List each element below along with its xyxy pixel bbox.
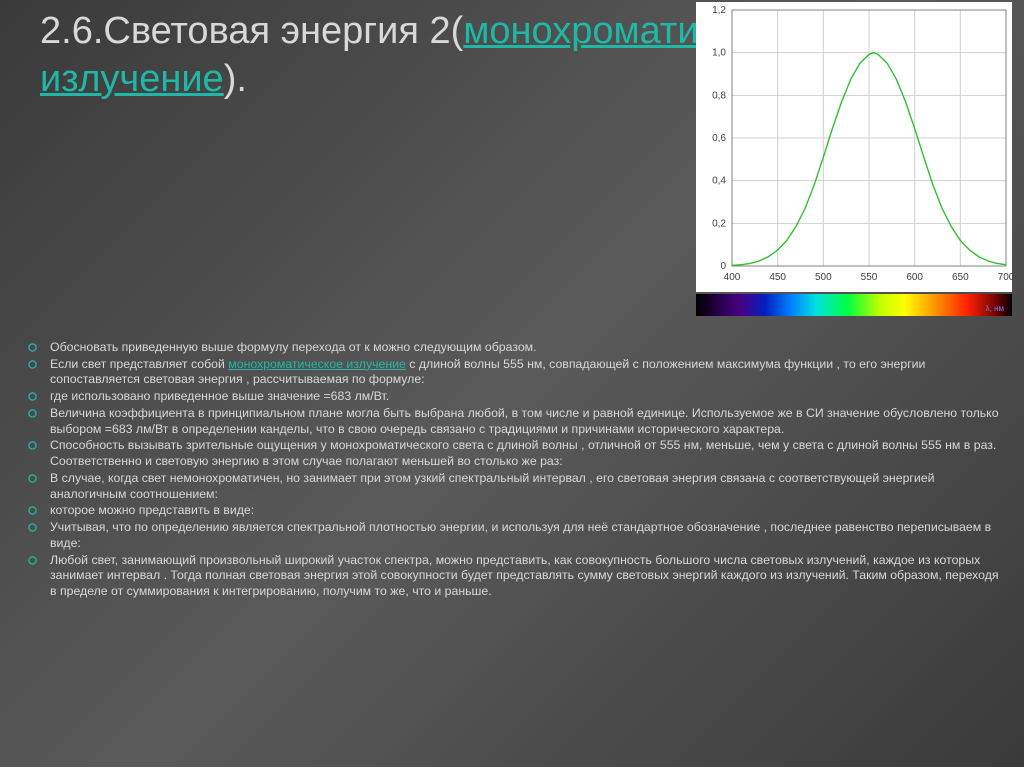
bullet-circle-icon (28, 360, 37, 369)
bullet-text: Величина коэффициента в принципиальном п… (50, 406, 999, 436)
bullet-item: Способность вызывать зрительные ощущения… (20, 438, 1004, 469)
body-text: Обосновать приведенную выше формулу пере… (20, 340, 1004, 757)
svg-text:700: 700 (998, 272, 1012, 283)
bullet-text: где использовано приведенное выше значен… (50, 389, 389, 403)
title-suffix: ). (224, 58, 247, 100)
title-prefix: 2.6.Световая энергия 2( (40, 10, 463, 52)
inline-link[interactable]: монохроматическое излучение (228, 357, 406, 371)
bullet-circle-icon (28, 474, 37, 483)
bullet-item: В случае, когда свет немонохроматичен, н… (20, 471, 1004, 502)
svg-text:650: 650 (952, 272, 969, 283)
bullet-item: которое можно представить в виде: (20, 503, 1004, 519)
spectrum-axis-label: λ, нм (986, 304, 1004, 313)
bullet-circle-icon (28, 506, 37, 515)
bullet-item: Если свет представляет собой монохромати… (20, 357, 1004, 388)
bullet-text: В случае, когда свет немонохроматичен, н… (50, 471, 934, 501)
svg-text:450: 450 (769, 272, 786, 283)
svg-text:500: 500 (815, 272, 832, 283)
bullet-list: Обосновать приведенную выше формулу пере… (20, 340, 1004, 600)
bullet-item: Величина коэффициента в принципиальном п… (20, 406, 1004, 437)
bullet-text: Любой свет, занимающий произвольный широ… (50, 553, 999, 598)
svg-text:550: 550 (861, 272, 878, 283)
svg-text:0,8: 0,8 (712, 90, 726, 101)
bullet-item: Обосновать приведенную выше формулу пере… (20, 340, 1004, 356)
bullet-text: Учитывая, что по определению является сп… (50, 520, 991, 550)
bullet-text: Обосновать приведенную выше формулу пере… (50, 340, 537, 354)
bullet-item: Учитывая, что по определению является сп… (20, 520, 1004, 551)
bullet-text: Способность вызывать зрительные ощущения… (50, 438, 996, 468)
bullet-item: Любой свет, занимающий произвольный широ… (20, 553, 1004, 600)
svg-text:400: 400 (724, 272, 741, 283)
svg-text:600: 600 (906, 272, 923, 283)
svg-text:0,2: 0,2 (712, 218, 726, 229)
bullet-circle-icon (28, 392, 37, 401)
svg-text:0: 0 (720, 261, 726, 272)
bullet-circle-icon (28, 441, 37, 450)
spectrum-bar: λ, нм (696, 294, 1012, 316)
svg-text:1,2: 1,2 (712, 5, 726, 16)
svg-text:0,4: 0,4 (712, 176, 726, 187)
bullet-text: Если свет представляет собой монохромати… (50, 357, 925, 387)
bullet-circle-icon (28, 343, 37, 352)
bullet-circle-icon (28, 523, 37, 532)
bullet-circle-icon (28, 409, 37, 418)
svg-text:0,6: 0,6 (712, 133, 726, 144)
svg-text:1,0: 1,0 (712, 48, 726, 59)
bullet-circle-icon (28, 556, 37, 565)
bullet-item: где использовано приведенное выше значен… (20, 389, 1004, 405)
bullet-text: которое можно представить в виде: (50, 503, 254, 517)
sensitivity-chart: 0 0,2 0,4 0,6 0,8 1,0 1,2 400 450 500 550 600 650 700 (696, 2, 1012, 292)
